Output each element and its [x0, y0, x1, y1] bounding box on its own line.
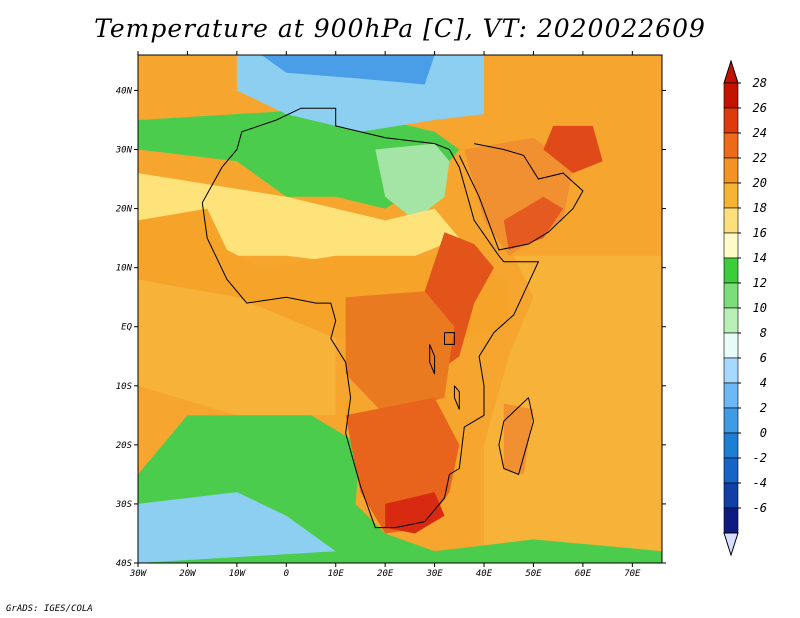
colorbar-label: 12	[753, 276, 767, 290]
colorbar-label: 6	[760, 351, 767, 365]
temperature-regions	[138, 55, 662, 563]
lat-tick-label: 10N	[116, 264, 133, 274]
region-egypt-libya	[375, 143, 450, 221]
colorbar-swatch	[723, 82, 739, 109]
lake-outline	[444, 332, 455, 345]
lat-tick-label: 30N	[115, 146, 133, 156]
colorbar-label: 18	[753, 201, 767, 215]
madagascar-coastline	[498, 397, 535, 476]
region-europe-cold	[261, 55, 435, 85]
latitude-axis: 40N 30N 20N 10N EQ 10S 20S 30S 40S	[115, 86, 666, 569]
colorbar-swatch	[723, 382, 739, 409]
colorbar-label: 2	[760, 401, 767, 415]
colorbar-swatch	[723, 157, 739, 184]
colorbar-label: 4	[760, 376, 767, 390]
colorbar-swatch	[723, 457, 739, 484]
lon-tick-label: 10W	[229, 569, 247, 579]
colorbar-label: 22	[753, 151, 767, 165]
colorbar-top-arrow	[723, 59, 739, 84]
map-frame	[137, 54, 663, 564]
colorbar-swatch	[723, 257, 739, 284]
colorbar-label: 26	[753, 101, 767, 115]
lon-tick-label: 30W	[129, 569, 148, 579]
colorbar-swatch	[723, 182, 739, 209]
grads-credit: GrADS: IGES/COLA	[6, 604, 93, 614]
colorbar-label: 8	[760, 326, 767, 340]
colorbar-swatch	[723, 357, 739, 384]
lon-tick-label: 60E	[575, 569, 592, 579]
africa-coastline	[201, 107, 540, 529]
region-madagascar	[503, 403, 534, 475]
lon-tick-label: 70E	[624, 569, 641, 579]
colorbar-swatch	[723, 307, 739, 334]
colorbar-label: 20	[753, 176, 767, 190]
colorbar-label: 0	[760, 426, 767, 440]
colorbar-bottom-arrow	[723, 532, 739, 557]
colorbar-label: 10	[753, 301, 767, 315]
region-congo-warm	[345, 291, 455, 416]
colorbar-swatch	[723, 482, 739, 509]
colorbar-swatch	[723, 432, 739, 459]
lat-tick-label: 30S	[115, 500, 133, 510]
lon-tick-label: 20E	[377, 569, 394, 579]
colorbar-swatch	[723, 332, 739, 359]
region-indian-ocean	[484, 255, 662, 563]
colorbar-swatch	[723, 507, 739, 534]
lake-outline	[453, 385, 460, 410]
country-outlines	[201, 107, 584, 529]
lat-tick-label: 10S	[116, 382, 133, 392]
lon-tick-label: 0	[284, 569, 289, 579]
region-iran-hot	[543, 125, 603, 174]
colorbar-label: -4	[753, 476, 767, 490]
arabia-coastline	[458, 143, 584, 251]
colorbar-label: 24	[753, 126, 767, 140]
colorbar-swatch	[723, 207, 739, 234]
colorbar-label: 16	[753, 226, 767, 240]
lat-tick-label: 40N	[116, 86, 133, 96]
region-atlantic-eq	[138, 279, 336, 416]
colorbar-label: 14	[753, 251, 767, 265]
colorbar-label: -2	[753, 451, 767, 465]
region-south-atlantic-cold	[138, 492, 336, 563]
lon-tick-label: 50E	[525, 569, 542, 579]
colorbar-swatch	[723, 282, 739, 309]
colorbar-label: -6	[753, 501, 767, 515]
lon-tick-label: 40E	[476, 569, 493, 579]
colorbar-swatch	[723, 407, 739, 434]
longitude-axis: 30W 20W 10W 0 10E 20E 30E 40E 50E 60E 70E	[129, 51, 641, 579]
colorbar-label: 28	[753, 76, 767, 90]
lat-tick-label: EQ	[121, 323, 132, 333]
lon-tick-label: 20W	[179, 569, 197, 579]
map-title: Temperature at 900hPa [C], VT: 202002260…	[94, 14, 706, 43]
plot-area	[138, 55, 662, 563]
lon-tick-label: 10E	[328, 569, 345, 579]
lat-tick-label: 20N	[116, 205, 133, 215]
region-arabia-hot	[503, 196, 564, 250]
region-sahara-north	[138, 108, 460, 209]
colorbar-swatch	[723, 107, 739, 134]
region-south-africa-hot	[385, 492, 445, 534]
lat-tick-label: 20S	[116, 441, 133, 451]
lat-tick-label: 40S	[116, 559, 133, 569]
lon-tick-label: 30E	[425, 569, 443, 579]
lake-outline	[429, 344, 436, 375]
colorbar-swatch	[723, 132, 739, 159]
colorbar-swatch	[723, 232, 739, 259]
